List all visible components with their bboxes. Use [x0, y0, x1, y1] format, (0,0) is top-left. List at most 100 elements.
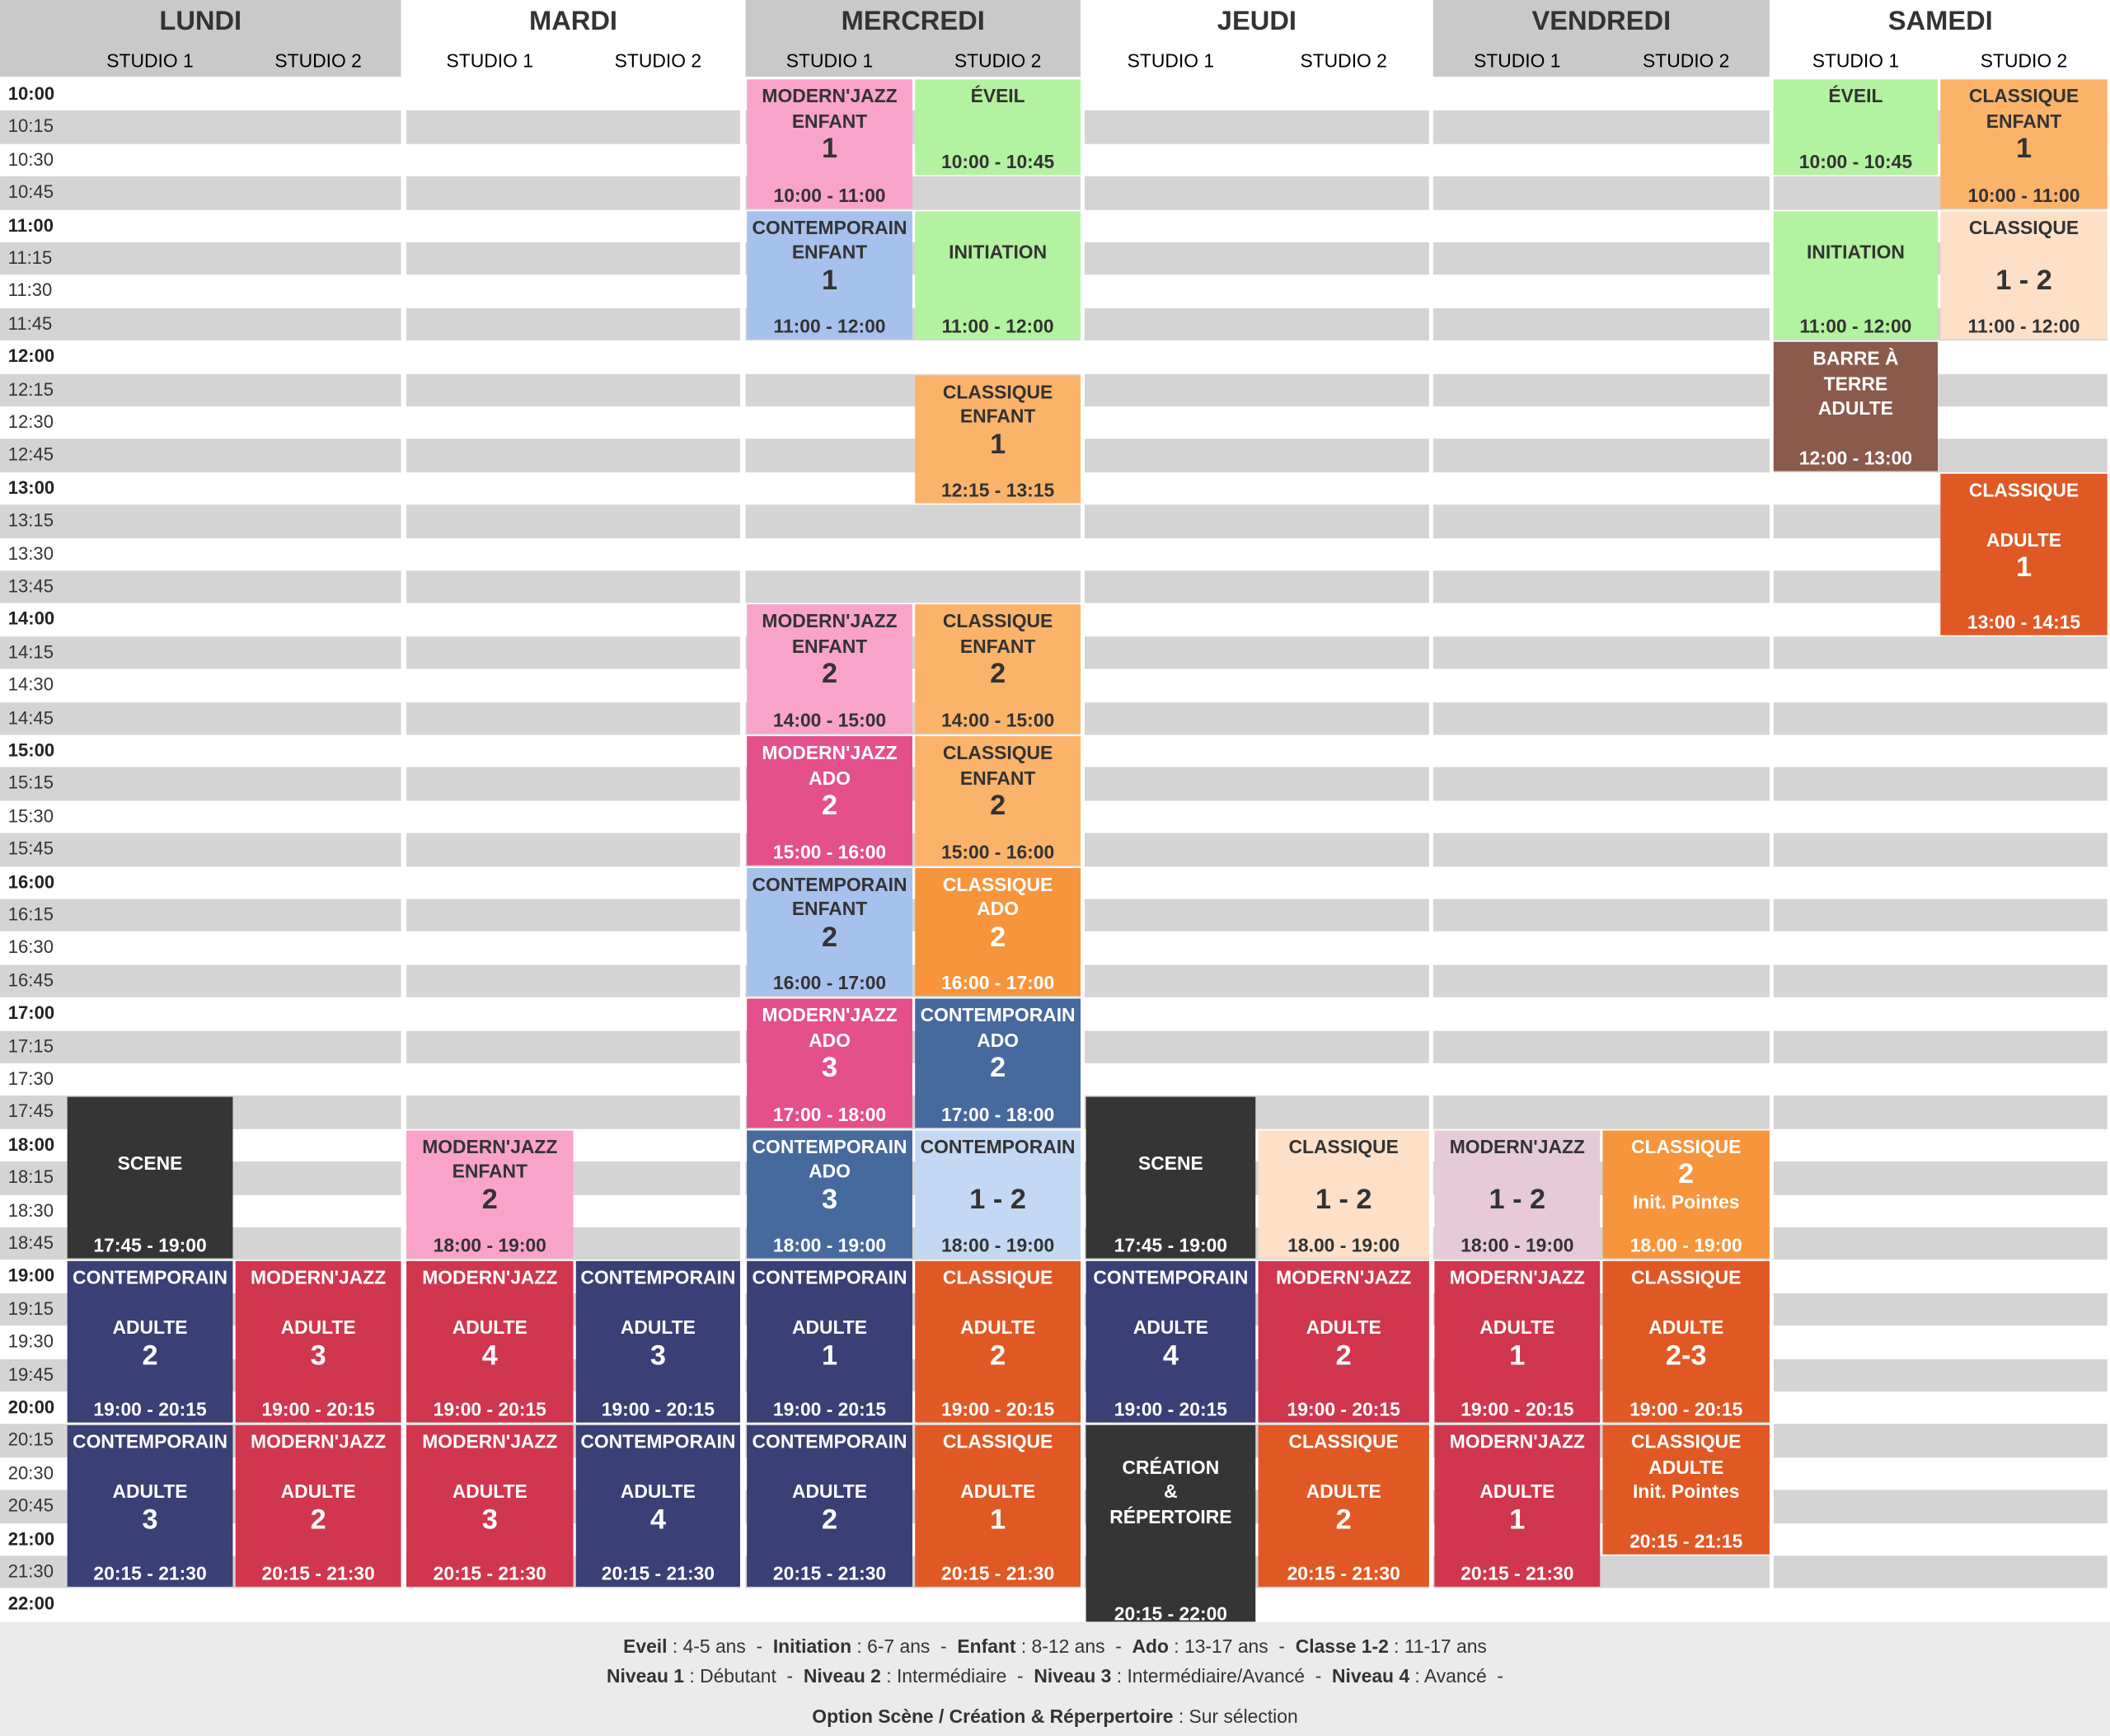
class-level: 1 [821, 264, 838, 296]
class-time: 14:00 - 15:00 [772, 709, 887, 731]
class-block[interactable]: SCENE 17:45 - 19:00 [1085, 1097, 1256, 1260]
class-title-line [915, 1291, 1081, 1316]
class-title-line: MODERN'JAZZ [762, 1004, 898, 1026]
row-stripe [406, 701, 740, 735]
legend-description: : 13-17 ans - [1168, 1635, 1296, 1657]
class-block[interactable]: MODERN'JAZZ ADO 2 15:00 - 16:00 [747, 736, 912, 866]
class-block[interactable]: CLASSIQUE ADULTE 1 13:00 - 14:15 [1940, 473, 2108, 636]
class-block[interactable]: CLASSIQUE ENFANT 2 14:00 - 15:00 [915, 604, 1081, 734]
class-block[interactable]: CLASSIQUE 1 - 2 18.00 - 19:00 [1258, 1130, 1429, 1260]
class-block[interactable]: CONTEMPORAIN ADULTE 3 19:00 - 20:15 [575, 1261, 740, 1424]
class-time: 20:15 - 21:30 [93, 1563, 207, 1585]
legend-term: Niveau 3 [1034, 1664, 1112, 1687]
class-block[interactable]: CLASSIQUE ADO 2 16:00 - 17:00 [915, 867, 1081, 997]
class-block[interactable]: CONTEMPORAIN ENFANT 2 16:00 - 17:00 [747, 867, 912, 997]
class-block[interactable]: CONTEMPORAIN ADULTE 2 19:00 - 20:15 [67, 1261, 233, 1424]
class-block[interactable]: CLASSIQUE ADULTE 2-3 19:00 - 20:15 [1602, 1261, 1770, 1424]
class-block[interactable]: CONTEMPORAIN ADULTE 4 19:00 - 20:15 [1085, 1261, 1256, 1424]
class-block[interactable]: INITIATION 11:00 - 12:00 [1773, 210, 1939, 340]
class-block[interactable]: CONTEMPORAIN ADO 2 17:00 - 18:00 [915, 998, 1081, 1128]
class-title-line: ADULTE [280, 1316, 356, 1339]
class-title-line: ADULTE [1648, 1456, 1724, 1478]
class-title-line: ADULTE [1817, 396, 1893, 420]
class-title-line [1602, 1291, 1769, 1316]
class-time: 19:00 - 20:15 [601, 1398, 715, 1421]
studio-label: STUDIO 2 [1642, 49, 1730, 72]
studio-label: STUDIO 2 [1300, 49, 1387, 72]
class-block[interactable]: MODERN'JAZZ ADULTE 4 19:00 - 20:15 [406, 1261, 574, 1424]
row-stripe [1773, 833, 2108, 866]
class-block[interactable]: INITIATION 11:00 - 12:00 [915, 210, 1081, 340]
row-stripe [0, 504, 401, 538]
class-level: 2 [1335, 1340, 1352, 1372]
class-block[interactable]: MODERN'JAZZ ADULTE 1 20:15 - 21:30 [1434, 1425, 1601, 1588]
class-block[interactable]: MODERN'JAZZ ENFANT 2 18:00 - 19:00 [406, 1130, 574, 1260]
class-block[interactable]: CLASSIQUE ADULTE 2 19:00 - 20:15 [915, 1261, 1081, 1424]
time-label: 16:45 [7, 969, 54, 991]
class-block[interactable]: MODERN'JAZZ 1 - 2 18:00 - 19:00 [1434, 1130, 1601, 1260]
class-block[interactable]: MODERN'JAZZ ADULTE 2 19:00 - 20:15 [1258, 1261, 1429, 1424]
row-stripe [406, 242, 740, 275]
class-level: 2 [481, 1184, 498, 1215]
class-time: 19:00 - 20:15 [1461, 1398, 1574, 1421]
class-block[interactable]: CONTEMPORAIN 1 - 2 18:00 - 19:00 [915, 1130, 1081, 1260]
studio-label: STUDIO 1 [1127, 49, 1215, 72]
class-block[interactable]: CONTEMPORAIN ADULTE 4 20:15 - 21:30 [575, 1425, 740, 1588]
class-block[interactable]: ÉVEIL 10:00 - 10:45 [1773, 79, 1939, 176]
row-stripe [1084, 898, 1429, 932]
class-block[interactable]: MODERN'JAZZ ADULTE 3 20:15 - 21:30 [406, 1425, 574, 1588]
time-label: 12:45 [7, 444, 54, 465]
time-label: 16:15 [7, 904, 54, 925]
class-block[interactable]: CLASSIQUE ENFANT 2 15:00 - 16:00 [915, 736, 1081, 866]
class-time: 18:00 - 19:00 [772, 1234, 887, 1256]
row-stripe [1432, 636, 1770, 669]
legend-description: : Sur sélection [1173, 1705, 1298, 1727]
class-level: 3 [649, 1340, 666, 1372]
class-block[interactable]: CONTEMPORAIN ENFANT 1 11:00 - 12:00 [747, 210, 912, 340]
row-stripe [1773, 1490, 2108, 1523]
legend-term: Ado [1132, 1635, 1169, 1657]
class-block[interactable]: CLASSIQUE ADULTE Init. Pointes 20:15 - 21:1… [1602, 1425, 1770, 1555]
time-label: 11:15 [7, 247, 53, 268]
class-block[interactable]: MODERN'JAZZ ADULTE 3 19:00 - 20:15 [235, 1261, 401, 1424]
class-title-line: TERRE [1823, 372, 1888, 394]
class-block[interactable]: MODERN'JAZZ ADULTE 2 20:15 - 21:30 [235, 1425, 401, 1588]
class-block[interactable]: CLASSIQUE 1 - 2 11:00 - 12:00 [1940, 210, 2108, 340]
class-block[interactable]: SCENE 17:45 - 19:00 [67, 1097, 233, 1260]
class-block[interactable]: CLASSIQUE ADULTE 2 20:15 - 21:30 [1258, 1425, 1429, 1588]
time-label: 19:15 [7, 1298, 54, 1319]
class-title-line [406, 1291, 573, 1316]
class-title-line: & [1164, 1480, 1178, 1503]
class-title-line: CONTEMPORAIN [1093, 1266, 1249, 1289]
class-block[interactable]: CLASSIQUE ENFANT 1 10:00 - 11:00 [1940, 79, 2108, 209]
class-title-line: ENFANT [452, 1160, 528, 1182]
class-title-line: CONTEMPORAIN [920, 1135, 1076, 1157]
row-stripe [1084, 373, 1429, 407]
class-title-line [236, 1455, 401, 1480]
class-block[interactable]: MODERN'JAZZ ENFANT 1 10:00 - 11:00 [747, 79, 912, 209]
class-title-line: CONTEMPORAIN [752, 1135, 907, 1157]
class-block[interactable]: CRÉATION & RÉPERTOIRE 20:15 - 22:00 [1085, 1425, 1256, 1627]
class-title-line: ADULTE [620, 1480, 696, 1503]
row-stripe [1773, 701, 2108, 735]
class-block[interactable]: CONTEMPORAIN ADO 3 18:00 - 19:00 [747, 1130, 912, 1260]
class-block[interactable]: ÉVEIL 10:00 - 10:45 [915, 79, 1081, 176]
class-block[interactable]: BARRE À TERRE ADULTE 12:00 - 13:00 [1773, 341, 1939, 472]
row-stripe [1432, 307, 1770, 341]
class-block[interactable]: MODERN'JAZZ ADULTE 1 19:00 - 20:15 [1434, 1261, 1601, 1424]
class-block[interactable]: CONTEMPORAIN ADULTE 3 20:15 - 21:30 [67, 1425, 233, 1588]
row-stripe [1773, 1293, 2108, 1326]
row-stripe [1084, 242, 1429, 275]
class-block[interactable]: CLASSIQUE 2 Init. Pointes 18.00 - 19:00 [1602, 1130, 1770, 1260]
class-title-line: INITIATION [949, 241, 1048, 263]
class-block[interactable]: MODERN'JAZZ ENFANT 2 14:00 - 15:00 [747, 604, 912, 734]
class-block[interactable]: MODERN'JAZZ ADO 3 17:00 - 18:00 [747, 998, 912, 1128]
class-block[interactable]: CLASSIQUE ENFANT 1 12:15 - 13:15 [915, 374, 1081, 504]
time-label: 18:15 [7, 1166, 54, 1188]
class-block[interactable]: CONTEMPORAIN ADULTE 2 20:15 - 21:30 [747, 1425, 912, 1588]
class-level: 2 [821, 659, 838, 690]
class-block[interactable]: CLASSIQUE ADULTE 1 20:15 - 21:30 [915, 1425, 1081, 1588]
class-time: 15:00 - 16:00 [940, 840, 1055, 862]
class-block[interactable]: CONTEMPORAIN ADULTE 1 19:00 - 20:15 [747, 1261, 912, 1424]
class-title-line: CONTEMPORAIN [73, 1266, 228, 1289]
